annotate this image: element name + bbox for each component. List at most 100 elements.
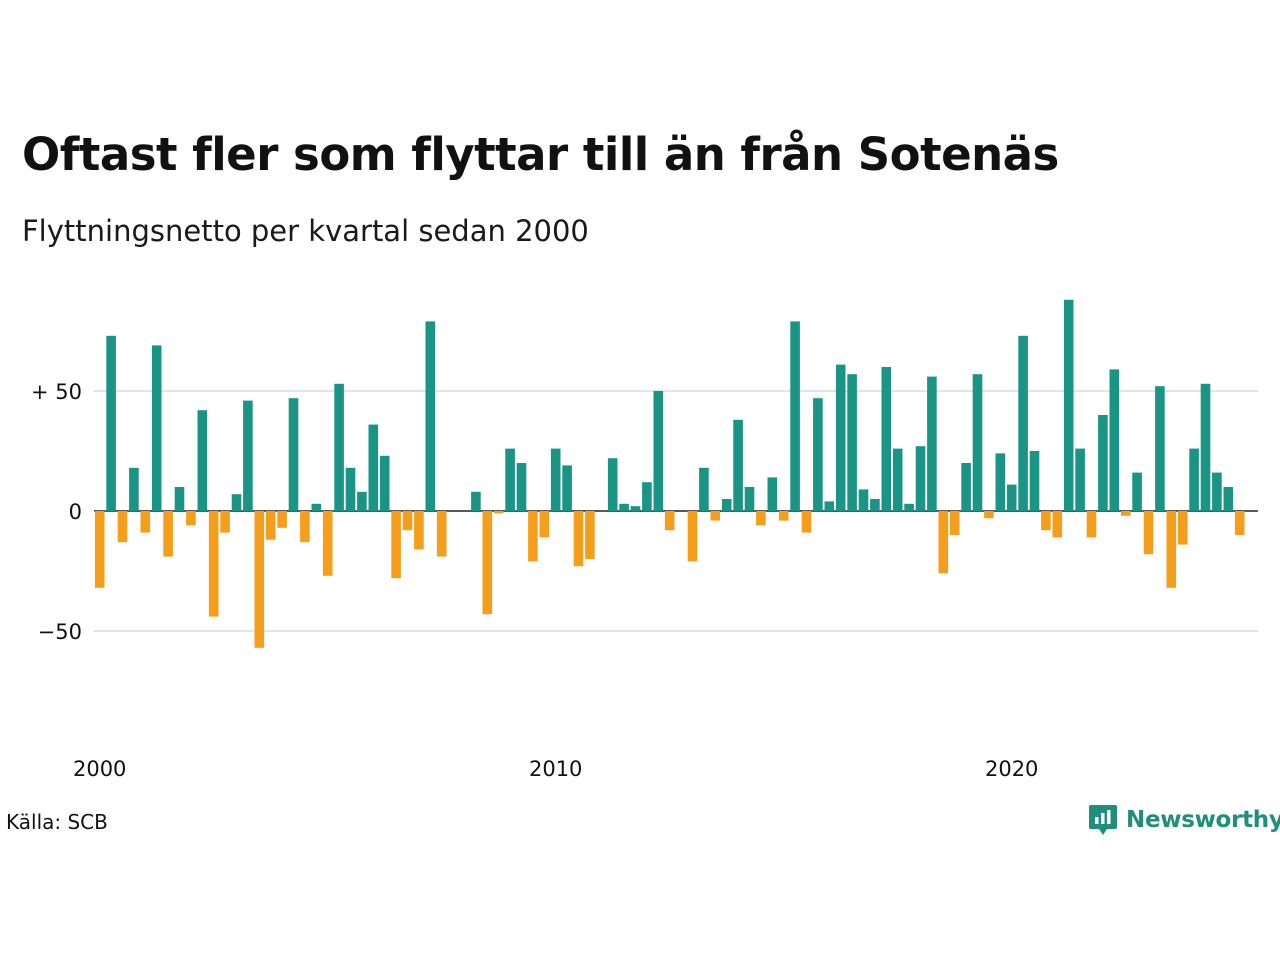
bar-positive — [767, 477, 778, 511]
bar-negative — [1052, 511, 1063, 538]
bar-negative — [265, 511, 276, 540]
bar-positive — [368, 424, 379, 511]
bar-positive — [197, 410, 208, 511]
bar-positive — [1029, 451, 1040, 511]
bar-positive — [653, 391, 664, 511]
bar-negative — [573, 511, 584, 567]
bar-positive — [813, 398, 823, 511]
x-tick-label: 2000 — [73, 757, 126, 781]
bar-positive — [824, 501, 835, 511]
bar-positive — [334, 383, 344, 511]
bar-positive — [471, 491, 481, 511]
bar-positive — [995, 453, 1006, 511]
bar-positive — [288, 398, 299, 511]
bar-positive — [311, 503, 322, 511]
bar-negative — [984, 511, 994, 519]
bar-negative — [482, 511, 493, 615]
bar-negative — [938, 511, 949, 574]
bar-positive — [151, 345, 162, 511]
bar-negative — [391, 511, 401, 579]
bar-positive — [1223, 487, 1234, 511]
bar-negative — [1177, 511, 1188, 545]
bar-negative — [436, 511, 447, 557]
bar-negative — [163, 511, 173, 557]
bar-positive — [870, 499, 880, 511]
bar-positive — [562, 465, 572, 511]
bar-positive — [243, 400, 253, 511]
y-tick-label: + 50 — [31, 380, 82, 404]
bar-negative — [208, 511, 219, 617]
bar-positive — [790, 321, 800, 511]
bar-negative — [710, 511, 721, 521]
bar-negative — [186, 511, 196, 526]
bar-negative — [585, 511, 595, 559]
bar-negative — [402, 511, 413, 531]
bar-positive — [1200, 383, 1211, 511]
bar-negative — [528, 511, 538, 562]
bar-positive — [699, 467, 709, 511]
bar-negative — [539, 511, 550, 538]
bar-positive — [345, 467, 356, 511]
bar-positive — [1212, 472, 1222, 511]
chart-title: Oftast fler som flyttar till än från Sot… — [22, 128, 1059, 181]
bar-chart: + 50 0 −50 2000 2010 2020 — [31, 299, 1258, 781]
bar-negative — [1120, 511, 1131, 516]
x-tick-label: 2020 — [985, 757, 1038, 781]
bar-negative — [949, 511, 960, 535]
bar-negative — [1234, 511, 1245, 535]
bar-positive — [847, 374, 857, 511]
bar-negative — [94, 511, 105, 588]
bar-positive — [904, 503, 914, 511]
bar-negative — [277, 511, 287, 528]
bar-positive — [607, 458, 618, 511]
bar-positive — [516, 463, 527, 511]
y-tick-label: −50 — [38, 620, 82, 644]
bar-negative — [414, 511, 424, 550]
bar-negative — [322, 511, 333, 576]
bar-positive — [1098, 415, 1108, 511]
bar-positive — [231, 494, 242, 511]
bar-positive — [1109, 369, 1120, 511]
bar-positive — [733, 419, 743, 511]
bar-positive — [550, 448, 561, 511]
bar-negative — [687, 511, 698, 562]
bar-negative — [801, 511, 812, 533]
brand-name: Newsworthy — [1126, 807, 1280, 833]
bar-positive — [1075, 448, 1085, 511]
bar-positive — [1155, 386, 1165, 511]
bars — [94, 299, 1245, 648]
bar-positive — [915, 446, 926, 511]
axis-labels: + 50 0 −50 2000 2010 2020 — [31, 380, 1038, 781]
x-tick-label: 2010 — [529, 757, 582, 781]
bar-negative — [756, 511, 766, 526]
bar-negative — [493, 511, 504, 514]
bar-positive — [129, 467, 139, 511]
y-tick-label: 0 — [69, 500, 82, 524]
bar-negative — [254, 511, 265, 648]
bar-positive — [927, 376, 937, 511]
bar-positive — [619, 503, 629, 511]
bar-positive — [892, 448, 903, 511]
bar-positive — [972, 374, 983, 511]
bar-positive — [1006, 484, 1017, 511]
bar-negative — [1086, 511, 1097, 538]
bar-positive — [642, 482, 652, 511]
chart-subtitle: Flyttningsnetto per kvartal sedan 2000 — [22, 214, 589, 248]
bar-positive — [744, 487, 755, 511]
bar-negative — [1143, 511, 1154, 555]
bar-positive — [425, 321, 436, 511]
brand-logo[interactable]: Newsworthy — [1088, 803, 1280, 837]
bar-positive — [505, 448, 515, 511]
bar-positive — [1189, 448, 1199, 511]
bar-positive — [1018, 335, 1028, 511]
bar-positive — [961, 463, 971, 511]
bar-negative — [1166, 511, 1177, 588]
bar-positive — [630, 506, 641, 511]
bar-negative — [140, 511, 151, 533]
bar-positive — [881, 367, 892, 511]
bar-negative — [220, 511, 230, 533]
bar-negative — [778, 511, 789, 521]
bar-positive — [174, 487, 185, 511]
source-note: Källa: SCB — [6, 810, 108, 834]
bar-positive — [106, 335, 116, 511]
